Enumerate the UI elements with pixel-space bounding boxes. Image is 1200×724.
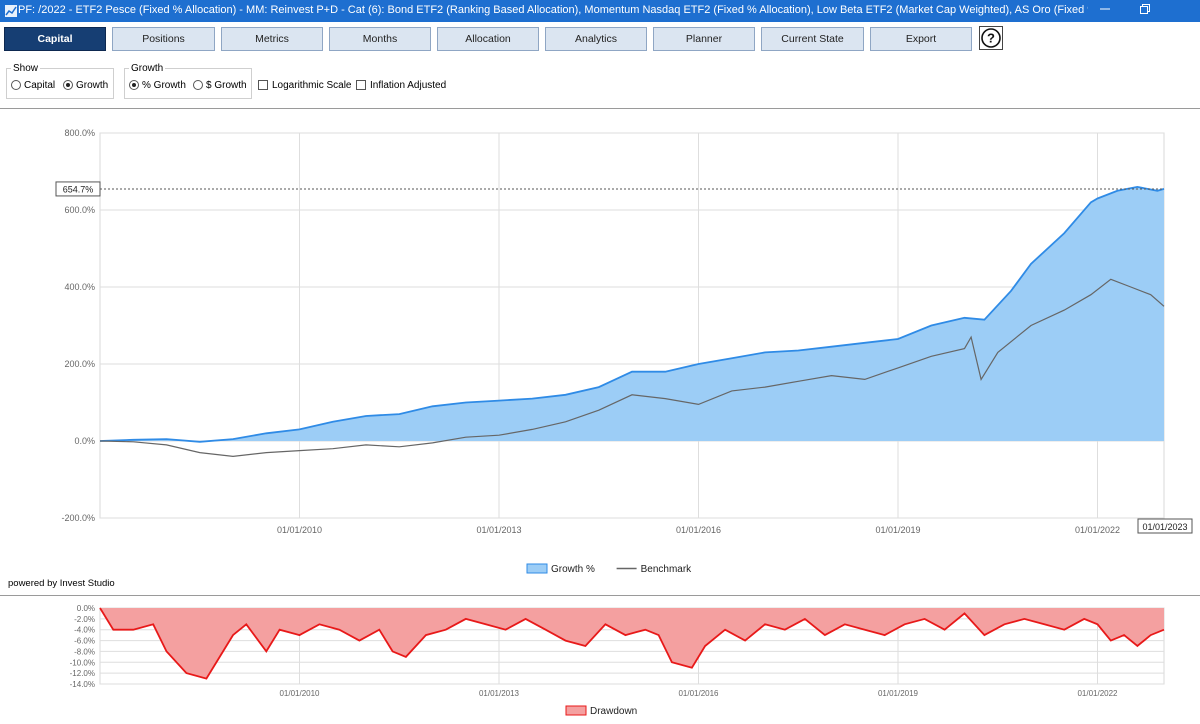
- tab-analytics[interactable]: Analytics: [545, 27, 647, 51]
- y-tick-label: -12.0%: [70, 669, 95, 678]
- y-tick-label: -6.0%: [74, 637, 95, 646]
- radio-off-icon: [11, 80, 21, 90]
- x-tick-label: 01/01/2016: [676, 525, 721, 535]
- x-tick-label: 01/01/2019: [878, 689, 919, 698]
- x-tick-label: 01/01/2022: [1075, 525, 1120, 535]
- y-tick-label: -2.0%: [74, 615, 95, 624]
- radio-off-icon: [193, 80, 203, 90]
- restore-icon[interactable]: [1125, 0, 1165, 22]
- series-line-0: [99, 185, 1165, 443]
- growth-usd-radio[interactable]: $ Growth: [193, 80, 247, 92]
- tab-planner[interactable]: Planner: [653, 27, 755, 51]
- checkbox-icon: [356, 80, 366, 90]
- y-tick-label: -14.0%: [70, 680, 95, 689]
- current-value-box: [55, 181, 101, 197]
- checkbox-icon: [258, 80, 268, 90]
- x-tick-label: 01/01/2010: [277, 525, 322, 535]
- tab-allocation[interactable]: Allocation: [437, 27, 539, 51]
- growth-legend: Growth: [131, 63, 164, 74]
- separator: [0, 595, 1200, 596]
- series-line-1: [99, 278, 1165, 458]
- show-legend: Show: [13, 63, 39, 74]
- show-capital-radio[interactable]: Capital: [11, 80, 55, 92]
- series-area-0: [100, 186, 1164, 442]
- drawdown-chart: 0.0% -2.0% -4.0% -6.0%-8.0% -10.0% -12.0% -14.…: [70, 604, 1165, 717]
- series-area-0: [100, 608, 1164, 679]
- y-tick-label: -8.0%: [74, 647, 95, 656]
- y-tick-label: 800.0%: [64, 128, 95, 138]
- powered-by-label: powered by Invest Studio: [8, 578, 115, 589]
- svg-text:?: ?: [987, 31, 995, 46]
- current-value-label: 654.7%: [63, 184, 94, 194]
- y-tick-label: -4.0%: [74, 626, 95, 635]
- title-bar: PF: /2022 - ETF2 Pesce (Fixed % Allocati…: [0, 0, 1200, 22]
- options-panel: Show Capital Growth Growth % Growth $ Gr…: [0, 58, 1200, 106]
- growth-pct-radio[interactable]: % Growth: [129, 80, 186, 92]
- x-tick-label: 01/01/2016: [678, 689, 719, 698]
- x-end-box: [1137, 518, 1193, 534]
- y-tick-label: 200.0%: [64, 359, 95, 369]
- tab-positions[interactable]: Positions: [112, 27, 215, 51]
- app-icon: [5, 5, 17, 17]
- tab-bar: Capital Positions Metrics Months Allocat…: [0, 22, 1200, 58]
- tab-months[interactable]: Months: [329, 27, 431, 51]
- y-tick-label: -10.0%: [70, 658, 95, 667]
- radio-on-icon: [129, 80, 139, 90]
- inflation-checkbox[interactable]: Inflation Adjusted: [356, 80, 446, 92]
- y-tick-label: -200.0%: [61, 513, 95, 523]
- show-growth-radio[interactable]: Growth: [63, 80, 108, 92]
- separator: [0, 108, 1200, 109]
- x-tick-label: 01/01/2013: [479, 689, 520, 698]
- radio-on-icon: [63, 80, 73, 90]
- y-tick-label: 400.0%: [64, 282, 95, 292]
- growth-chart: 800.0% 600.0% 400.0% 200.0% 0.0% -200.0% 01/01…: [55, 128, 1193, 575]
- minimize-icon[interactable]: [1085, 0, 1125, 22]
- legend-label: Drawdown: [590, 706, 637, 717]
- series-line-0: [99, 607, 1165, 680]
- show-group: Show: [6, 63, 114, 99]
- legend-label: Growth %: [551, 564, 595, 575]
- x-tick-label: 01/01/2022: [1077, 689, 1118, 698]
- growth-group: Growth: [124, 63, 252, 99]
- y-tick-label: 0.0%: [77, 604, 95, 613]
- y-tick-label: 600.0%: [64, 205, 95, 215]
- legend-swatch: [565, 705, 587, 716]
- x-tick-label: 01/01/2010: [279, 689, 320, 698]
- x-tick-label: 01/01/2019: [875, 525, 920, 535]
- tab-export[interactable]: Export: [870, 27, 972, 51]
- help-icon: ?: [981, 28, 1001, 48]
- help-button[interactable]: ?: [979, 26, 1003, 50]
- tab-capital[interactable]: Capital: [4, 27, 106, 51]
- x-tick-label: 01/01/2013: [476, 525, 521, 535]
- window-title: PF: /2022 - ETF2 Pesce (Fixed % Allocati…: [18, 4, 1088, 16]
- tab-current-state[interactable]: Current State: [761, 27, 864, 51]
- tab-metrics[interactable]: Metrics: [221, 27, 323, 51]
- y-tick-label: 0.0%: [74, 436, 95, 446]
- legend-label: Benchmark: [641, 564, 693, 575]
- legend-swatch: [526, 563, 548, 574]
- log-scale-checkbox[interactable]: Logarithmic Scale: [258, 80, 351, 92]
- x-end-label: 01/01/2023: [1142, 522, 1187, 532]
